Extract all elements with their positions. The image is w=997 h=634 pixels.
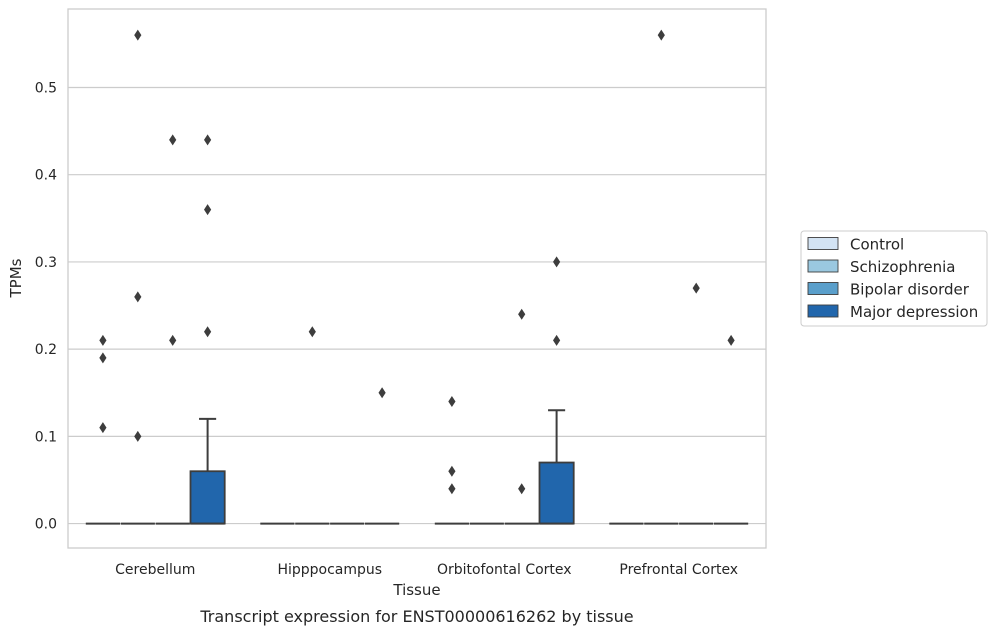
- outlier-marker: [204, 204, 212, 216]
- outlier-marker: [553, 334, 561, 346]
- box: [189, 470, 226, 525]
- x-tick-label: Hipppocampus: [277, 562, 382, 578]
- plot-frame: [67, 8, 767, 549]
- outlier-marker: [134, 430, 142, 442]
- legend-label: Schizophrenia: [850, 258, 955, 276]
- y-tick-labels: 0.0 0.1 0.2 0.3 0.4 0.5: [35, 80, 57, 532]
- legend: Control Schizophrenia Bipolar disorder Majo…: [800, 230, 988, 327]
- outlier-marker: [448, 395, 456, 407]
- y-axis-label: TPMs: [7, 258, 25, 298]
- outlier-marker: [378, 387, 386, 399]
- outlier-marker: [99, 352, 107, 364]
- y-tick-label: 0.0: [35, 517, 57, 533]
- outlier-marker: [99, 422, 107, 434]
- plot-background: [68, 9, 766, 548]
- legend-label: Major depression: [850, 303, 978, 321]
- y-tick-label: 0.5: [35, 80, 57, 96]
- legend-swatch: [807, 237, 839, 250]
- y-tick-label: 0.2: [35, 342, 57, 358]
- x-axis-label: Tissue: [392, 581, 440, 599]
- legend-swatch: [807, 259, 839, 273]
- legend-swatch: [807, 282, 839, 295]
- y-tick-label: 0.3: [35, 255, 57, 271]
- legend-frame: [800, 230, 988, 327]
- outlier-marker: [727, 334, 735, 346]
- box: [538, 461, 575, 525]
- y-tick-label: 0.4: [35, 168, 57, 184]
- outlier-marker: [448, 465, 456, 477]
- legend-swatch: [807, 304, 839, 318]
- x-tick-label: Cerebellum: [115, 562, 195, 578]
- outlier-marker: [657, 29, 665, 41]
- outlier-marker: [518, 308, 526, 320]
- y-tick-label: 0.1: [35, 429, 57, 445]
- outlier-marker: [134, 29, 142, 41]
- outlier-marker: [448, 483, 456, 495]
- outlier-marker: [518, 483, 526, 495]
- outlier-marker: [169, 134, 177, 146]
- legend-label: Bipolar disorder: [850, 281, 970, 299]
- outlier-marker: [553, 256, 561, 268]
- chart-caption: Transcript expression for ENST0000061626…: [199, 607, 633, 626]
- outlier-marker: [204, 326, 212, 338]
- outlier-marker: [308, 326, 316, 338]
- x-tick-label: Orbitofontal Cortex: [437, 562, 572, 578]
- x-tick-labels: Cerebellum Hipppocampus Orbitofontal Corte…: [115, 562, 738, 578]
- outlier-marker: [169, 334, 177, 346]
- outlier-marker: [99, 334, 107, 346]
- outlier-marker: [204, 134, 212, 146]
- box-marks: [85, 409, 749, 525]
- outlier-marker: [134, 291, 142, 303]
- legend-label: Control: [850, 236, 904, 254]
- outlier-marker: [692, 282, 700, 294]
- outlier-points: [99, 29, 735, 495]
- x-tick-label: Prefrontal Cortex: [619, 562, 738, 578]
